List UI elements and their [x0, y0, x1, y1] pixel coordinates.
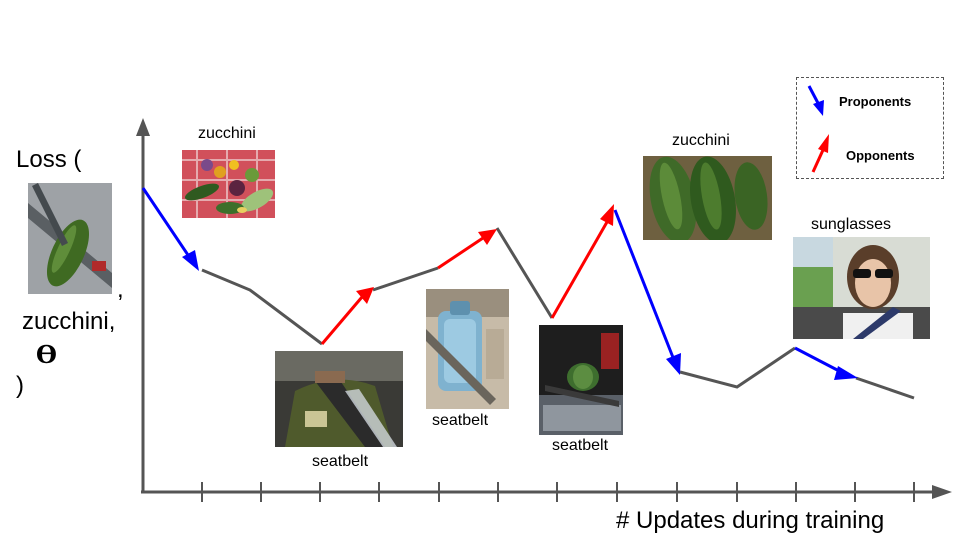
legend: Proponents Opponents: [796, 77, 944, 179]
y-axis-label-close: ): [16, 372, 24, 399]
y-axis-label-theta: ϴ: [36, 340, 57, 369]
seatbelt-label-2: seatbelt: [432, 412, 489, 429]
test-image-zucchini-seatbelt-photo: [28, 183, 112, 294]
x-axis: [141, 482, 952, 502]
zucchini-label-1: zucchini: [198, 125, 256, 142]
sunglasses-label: sunglasses: [811, 216, 892, 233]
woman-sunglasses-car-photo: [793, 237, 930, 339]
legend-opponents-label: Opponents: [846, 148, 915, 163]
opponent-legend-arrow: [811, 149, 825, 173]
y-axis-label-word: zucchini,: [22, 308, 116, 335]
seatbelt-label-1: seatbelt: [312, 453, 369, 470]
zucchini-label-2: zucchini: [672, 132, 730, 149]
legend-proponents-label: Proponents: [839, 94, 912, 109]
opponent-arrows: [320, 204, 614, 345]
proponent-arrows: [141, 187, 858, 380]
y-axis: [136, 118, 150, 492]
seatbelt-man-photo: [275, 351, 403, 447]
x-axis-label: # Updates during training: [616, 507, 885, 534]
watermelon-seatbelt-photo: [539, 325, 623, 435]
cucumbers-photo: [643, 156, 772, 240]
water-jug-seatbelt-photo: [426, 289, 509, 409]
proponent-legend-arrow: [807, 85, 821, 106]
y-axis-label-comma: ,: [117, 276, 124, 303]
x-axis-ticks: [201, 482, 915, 502]
loss-curve: [201, 227, 915, 400]
legend-arrows: [807, 85, 829, 173]
seatbelt-label-3: seatbelt: [552, 437, 609, 454]
y-axis-label-prefix: Loss (: [16, 146, 82, 173]
zucchini-pile-photo: [182, 150, 275, 218]
